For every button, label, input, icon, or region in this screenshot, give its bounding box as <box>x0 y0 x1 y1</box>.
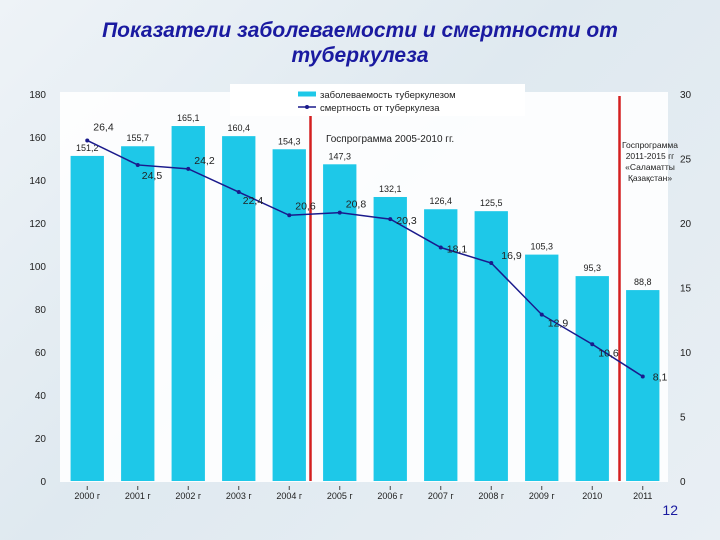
bar-label-5: 147,3 <box>328 151 351 161</box>
legend-box <box>230 84 525 116</box>
y-tick-4: 80 <box>35 305 47 316</box>
annotation-program-2011-line1: Госпрограмма <box>622 140 678 150</box>
bar-label-9: 105,3 <box>530 242 553 252</box>
y-tick-3: 60 <box>35 348 47 359</box>
mortality-point-8 <box>489 260 494 265</box>
legend-line-marker <box>305 105 309 109</box>
mortality-label-3: 22,4 <box>243 195 264 207</box>
mortality-point-3 <box>236 190 241 195</box>
bar-label-1: 155,7 <box>126 133 149 143</box>
x-tick-7: 2007 г <box>428 491 455 501</box>
mortality-point-4 <box>287 213 292 218</box>
bar-6 <box>373 196 407 482</box>
mortality-label-9: 12,9 <box>548 318 569 330</box>
y2-tick-0: 0 <box>680 477 686 488</box>
legend-line-label: смертность от туберкулеза <box>320 103 440 114</box>
bar-7 <box>424 209 458 482</box>
y2-tick-6: 30 <box>680 90 692 101</box>
x-tick-2: 2002 г <box>175 491 202 501</box>
slide-title: Показатели заболеваемости и смертности о… <box>102 19 618 67</box>
mortality-label-5: 20,8 <box>346 199 367 211</box>
bar-8 <box>474 211 508 482</box>
annotation-program-2011-line2: 2011-2015 гг <box>626 151 675 161</box>
x-tick-1: 2001 г <box>125 491 152 501</box>
annotation-program-2011-line3: «Саламатты <box>625 162 675 172</box>
mortality-point-7 <box>438 245 443 250</box>
bar-10 <box>575 276 609 481</box>
mortality-point-2 <box>186 166 191 171</box>
mortality-label-0: 26,4 <box>93 121 114 133</box>
page-number: 12 <box>662 502 678 518</box>
mortality-label-8: 16,9 <box>501 250 522 262</box>
mortality-point-10 <box>590 342 595 347</box>
mortality-point-0 <box>85 138 90 143</box>
x-tick-3: 2003 г <box>226 491 253 501</box>
mortality-label-2: 24,2 <box>194 155 215 167</box>
bar-label-6: 132,1 <box>379 184 402 194</box>
bar-3 <box>222 136 256 481</box>
chart-legend: заболеваемость туберкулезом смертность о… <box>230 84 525 116</box>
mortality-point-6 <box>388 217 393 222</box>
y2-tick-4: 20 <box>680 219 692 230</box>
x-tick-10: 2010 <box>582 491 602 501</box>
y2-tick-3: 15 <box>680 284 692 295</box>
plot-area <box>60 92 668 482</box>
mortality-point-1 <box>135 162 140 167</box>
y-tick-2: 40 <box>35 391 47 402</box>
bar-0 <box>70 155 104 482</box>
mortality-point-9 <box>539 312 544 317</box>
y2-tick-2: 10 <box>680 348 692 359</box>
bar-9 <box>525 254 559 481</box>
y-tick-9: 180 <box>29 90 46 101</box>
bar-label-2: 165,1 <box>177 113 200 123</box>
y-tick-5: 100 <box>29 262 46 273</box>
x-tick-8: 2008 г <box>478 491 505 501</box>
annotation-program-2011-line4: Қазақстан» <box>628 173 672 183</box>
mortality-label-6: 20,3 <box>396 215 417 227</box>
bar-2 <box>171 126 205 481</box>
x-tick-4: 2004 г <box>276 491 303 501</box>
y2-tick-5: 25 <box>680 155 692 166</box>
bar-11 <box>626 290 660 481</box>
mortality-point-11 <box>640 374 645 379</box>
bar-label-8: 125,5 <box>480 198 503 208</box>
y-tick-7: 140 <box>29 176 46 187</box>
bar-4 <box>272 149 306 481</box>
mortality-label-7: 18,1 <box>447 244 468 256</box>
y-tick-0: 0 <box>40 477 46 488</box>
x-tick-11: 2011 <box>633 491 652 501</box>
x-tick-0: 2000 г <box>74 491 101 501</box>
y2-tick-1: 5 <box>680 413 686 424</box>
legend-bar-label: заболеваемость туберкулезом <box>320 90 456 101</box>
x-tick-9: 2009 г <box>529 491 556 501</box>
mortality-point-5 <box>337 210 342 215</box>
x-tick-6: 2006 г <box>377 491 404 501</box>
mortality-label-10: 10,6 <box>598 347 619 359</box>
bar-label-10: 95,3 <box>583 263 601 273</box>
y-tick-6: 120 <box>29 219 46 230</box>
mortality-label-1: 24,5 <box>142 170 163 182</box>
bar-label-7: 126,4 <box>429 196 452 206</box>
y-tick-8: 160 <box>29 133 46 144</box>
bar-label-4: 154,3 <box>278 136 301 146</box>
bar-label-3: 160,4 <box>227 123 250 133</box>
bar-label-11: 88,8 <box>634 277 652 287</box>
x-tick-5: 2005 г <box>327 491 354 501</box>
mortality-label-4: 20,6 <box>295 200 316 212</box>
bar-label-0: 151,2 <box>76 143 99 153</box>
bar-1 <box>121 146 155 481</box>
annotation-program-2005: Госпрограмма 2005-2010 гг. <box>326 134 454 145</box>
bar-5 <box>323 164 357 481</box>
y-tick-1: 20 <box>35 434 47 445</box>
mortality-line <box>86 139 644 378</box>
mortality-label-11: 8,1 <box>653 372 668 384</box>
